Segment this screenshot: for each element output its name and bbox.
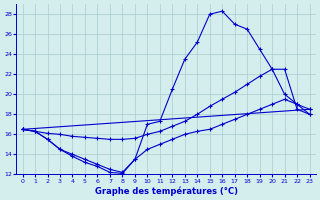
X-axis label: Graphe des températures (°C): Graphe des températures (°C) <box>95 186 237 196</box>
